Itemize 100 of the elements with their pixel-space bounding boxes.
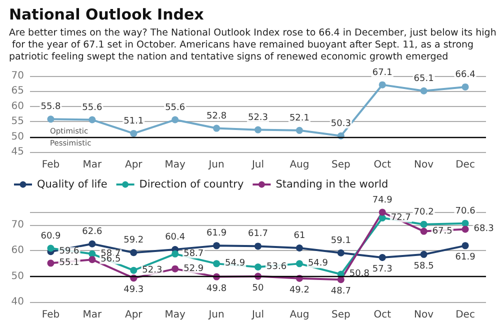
point: [378, 254, 386, 262]
x-tick-label: Jul: [250, 310, 264, 320]
data-label: 61.9: [206, 228, 227, 239]
y-tick-label: 60: [11, 100, 24, 112]
y-tick-label: 50: [11, 131, 24, 142]
x-tick-label: Oct: [374, 310, 392, 320]
point: [296, 126, 303, 134]
point: [172, 116, 179, 124]
data-label: 49.3: [124, 285, 144, 296]
data-label: 49.8: [206, 284, 227, 294]
y-tick-label: 50: [11, 270, 24, 282]
data-label: 65.1: [414, 74, 434, 84]
x-tick-label: Oct: [374, 160, 392, 170]
data-label: 50: [252, 283, 264, 294]
data-label: 48.7: [330, 286, 351, 297]
data-label: 57.3: [372, 264, 392, 275]
x-tick-label: Feb: [42, 160, 60, 170]
data-label: 56.5: [100, 254, 121, 265]
x-tick-label: Nov: [414, 310, 434, 320]
data-label: 58.5: [414, 261, 434, 272]
data-label: 52.8: [206, 111, 227, 122]
legend-label: Standing in the world: [276, 178, 388, 190]
legend-label: Direction of country: [139, 178, 244, 190]
x-tick-label: Dec: [456, 160, 475, 170]
x-tick-label: Nov: [414, 160, 434, 170]
y-tick-label: 60: [11, 245, 24, 256]
data-label: 55.6: [82, 102, 102, 113]
x-tick-label: May: [164, 160, 186, 170]
point: [172, 250, 179, 258]
data-label: 61.7: [248, 229, 268, 240]
point: [420, 87, 428, 94]
point: [462, 226, 469, 233]
data-label: 70.6: [455, 206, 476, 216]
data-label: 72.7: [390, 212, 411, 223]
data-label: 54.9: [308, 258, 328, 269]
point: [296, 244, 303, 252]
x-tick-label: Aug: [290, 160, 310, 170]
data-label: 61.9: [455, 252, 476, 263]
legend-label: Quality of life: [37, 178, 108, 190]
data-label: 55.6: [165, 102, 186, 113]
point: [462, 83, 469, 90]
data-label: 50.8: [349, 269, 370, 280]
data-label: 68.3: [474, 224, 494, 234]
point: [130, 249, 138, 256]
point: [254, 264, 262, 271]
y-tick-label: 55: [11, 116, 24, 128]
point: [296, 260, 303, 268]
data-label: 58.7: [184, 248, 204, 259]
x-tick-label: May: [164, 310, 186, 320]
point: [213, 260, 220, 268]
point: [378, 81, 386, 88]
y-tick-label: 45: [11, 146, 24, 158]
chart-title: National Outlook Index: [9, 6, 204, 24]
point: [420, 228, 428, 235]
point: [254, 242, 262, 250]
x-tick-label: Apr: [124, 160, 144, 170]
x-tick-label: Aug: [290, 310, 310, 320]
y-tick-label: 70: [11, 70, 24, 82]
data-label: 59.6: [59, 246, 80, 257]
point: [420, 220, 428, 228]
point: [213, 242, 220, 250]
point: [47, 244, 54, 252]
data-label: 60.9: [40, 231, 62, 242]
point: [88, 240, 96, 248]
x-tick-label: Sep: [331, 160, 350, 170]
data-label: 52.1: [289, 113, 310, 124]
data-label: 59.2: [124, 236, 144, 246]
point: [462, 242, 469, 250]
point: [88, 116, 96, 124]
x-tick-label: Mar: [82, 310, 102, 320]
point: [213, 124, 220, 132]
data-label: 50.3: [330, 118, 351, 129]
data-label: 60.4: [165, 232, 186, 243]
x-tick-label: Mar: [82, 160, 102, 170]
x-tick-label: Jun: [208, 310, 224, 320]
y-tick-label: 40: [11, 296, 24, 308]
x-tick-label: Apr: [124, 310, 144, 320]
data-label: 52.3: [248, 112, 268, 123]
point: [462, 220, 469, 227]
data-label: 52.3: [142, 265, 162, 276]
point: [47, 116, 54, 123]
chart-subtitle: Are better times on the way? The National Outlook Index rose to 66.4 in December, just below its high for the year of 67.1 set in October. Americans have remained buoyant after Sept. 11, as a strong patriotic feeling swept the nation and tentative signs of renewed economic growth emerged: [9, 28, 496, 62]
data-label: 61: [294, 231, 306, 241]
point: [378, 214, 386, 222]
data-label: 55.1: [59, 258, 80, 268]
point: [337, 249, 344, 256]
data-label: 53.6: [266, 262, 287, 272]
point: [47, 260, 54, 267]
x-tick-label: Jun: [208, 160, 224, 170]
point: [420, 250, 428, 258]
point: [130, 130, 138, 137]
data-label: 49.2: [289, 285, 310, 296]
data-label: 59.1: [330, 236, 351, 246]
point: [88, 256, 96, 264]
x-tick-label: Sep: [331, 310, 350, 320]
data-label: 67.1: [372, 68, 392, 78]
point: [254, 126, 262, 134]
data-label: 55.8: [40, 102, 62, 112]
point: [378, 208, 386, 216]
data-label: 66.4: [455, 70, 476, 80]
